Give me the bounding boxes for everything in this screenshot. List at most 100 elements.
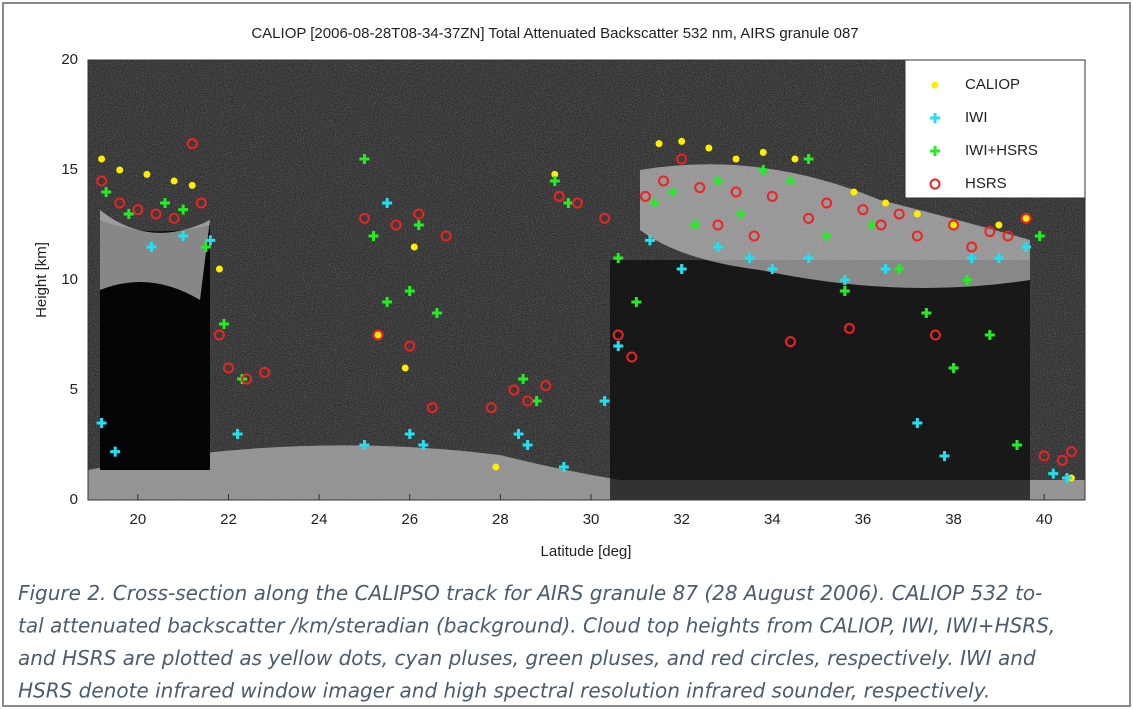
data-point: [513, 429, 524, 439]
data-point: [1065, 446, 1077, 458]
data-point: [712, 176, 723, 186]
data-point: [712, 242, 723, 252]
data-point: [222, 362, 234, 374]
data-point: [613, 253, 624, 263]
data-point: [966, 241, 978, 253]
legend-marker: [930, 146, 940, 156]
data-point: [186, 138, 198, 150]
y-tick-label: 10: [61, 271, 78, 288]
data-point: [146, 242, 157, 252]
chart-title: CALIOP [2006-08-28T08-34-37ZN] Total Att…: [251, 25, 858, 42]
data-point: [518, 374, 529, 384]
data-point: [821, 197, 833, 209]
data-point: [1002, 230, 1014, 242]
data-point: [522, 440, 533, 450]
y-tick-label: 20: [61, 51, 78, 68]
x-tick-label: 24: [311, 511, 328, 528]
data-point: [551, 170, 559, 178]
data-point: [882, 199, 890, 207]
legend-marker: [929, 178, 941, 190]
data-point: [150, 208, 162, 220]
data-point: [522, 395, 534, 407]
data-point: [1056, 454, 1068, 466]
data-point: [867, 220, 878, 230]
data-point: [374, 331, 382, 339]
data-point: [440, 230, 452, 242]
data-point: [232, 429, 243, 439]
data-point: [132, 204, 144, 216]
data-point: [599, 396, 610, 406]
data-point: [426, 402, 438, 414]
data-point: [921, 308, 932, 318]
data-point: [553, 190, 565, 202]
data-point: [178, 204, 189, 215]
data-point: [404, 340, 416, 352]
data-point: [785, 176, 796, 186]
data-point: [759, 148, 767, 156]
data-point: [843, 322, 855, 334]
data-point: [821, 231, 832, 241]
data-point: [418, 440, 429, 450]
data-point: [894, 264, 905, 274]
data-point: [215, 265, 223, 273]
data-point: [1021, 242, 1032, 252]
legend-label: HSRS: [965, 175, 1007, 192]
data-point: [850, 188, 858, 196]
data-point: [431, 308, 442, 318]
data-point: [359, 154, 370, 164]
data-point: [188, 181, 196, 189]
data-point: [599, 212, 611, 224]
data-point: [200, 242, 211, 252]
data-point: [655, 140, 663, 148]
data-point: [767, 264, 778, 274]
data-point: [358, 212, 370, 224]
data-point: [911, 230, 923, 242]
data-point: [694, 182, 706, 194]
data-point: [168, 212, 180, 224]
data-point: [116, 166, 124, 174]
data-point: [96, 175, 108, 187]
data-point: [613, 341, 624, 351]
data-point: [401, 364, 409, 372]
data-point: [160, 198, 171, 208]
x-tick-label: 28: [492, 511, 509, 528]
data-point: [558, 462, 569, 472]
data-point: [404, 286, 415, 296]
data-point: [939, 451, 950, 461]
data-point: [368, 231, 379, 241]
legend-marker: [931, 81, 939, 89]
data-point: [803, 253, 814, 263]
y-tick-label: 15: [61, 161, 78, 178]
x-tick-label: 22: [220, 511, 237, 528]
backscatter-background: [88, 60, 1085, 500]
data-point: [372, 329, 384, 341]
data-point: [913, 210, 921, 218]
data-point: [912, 418, 923, 428]
data-point: [880, 264, 891, 274]
x-tick-label: 20: [130, 511, 147, 528]
data-point: [639, 190, 651, 202]
data-point: [803, 212, 815, 224]
caption-line: HSRS denote infrared window imager and h…: [18, 679, 990, 703]
data-point: [413, 220, 424, 230]
caption-line: and HSRS are plotted as yellow dots, cya…: [18, 646, 1036, 670]
data-point: [875, 219, 887, 231]
data-point: [667, 187, 678, 197]
data-point: [966, 253, 977, 263]
y-tick-label: 5: [70, 381, 78, 398]
data-point: [382, 198, 393, 208]
data-point: [748, 230, 760, 242]
data-point: [705, 144, 713, 152]
legend-label: CALIOP: [965, 76, 1020, 93]
x-tick-label: 36: [855, 511, 872, 528]
data-point: [404, 429, 415, 439]
data-point: [531, 396, 542, 406]
data-point: [993, 253, 1004, 263]
data-point: [929, 329, 941, 341]
data-point: [631, 297, 642, 307]
data-point: [857, 204, 869, 216]
data-point: [626, 351, 638, 363]
data-point: [123, 209, 134, 219]
y-tick-label: 0: [70, 491, 78, 508]
